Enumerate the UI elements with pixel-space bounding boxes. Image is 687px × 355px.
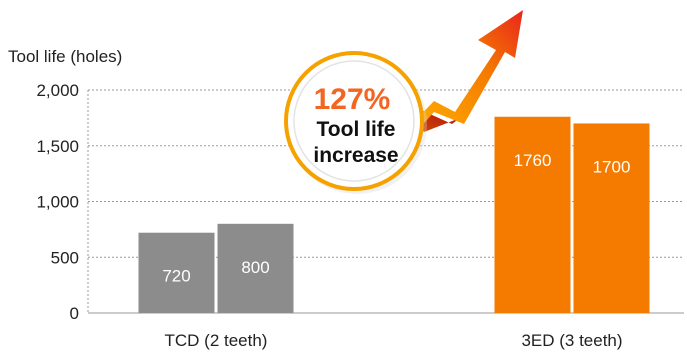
bar-value-label: 1700 xyxy=(593,157,631,176)
category-label: 3ED (3 teeth) xyxy=(521,331,622,350)
bar xyxy=(138,232,215,313)
y-tick-label: 500 xyxy=(51,248,79,267)
badge-line1: Tool life xyxy=(317,118,396,141)
bar-value-label: 800 xyxy=(241,258,269,277)
badge-line2: increase xyxy=(313,144,398,167)
category-labels: TCD (2 teeth) 3ED (3 teeth) xyxy=(165,331,623,350)
y-axis-label: Tool life (holes) xyxy=(8,47,122,66)
bar xyxy=(494,116,571,313)
badge-inner-ring xyxy=(293,60,415,182)
bar-value-label: 1760 xyxy=(514,151,552,170)
tool-life-increase-annotation: 127% Tool life increase xyxy=(284,10,523,194)
category-label: TCD (2 teeth) xyxy=(165,331,268,350)
bar xyxy=(573,123,650,313)
bar-value-label: 720 xyxy=(162,267,190,286)
bars: 720 800 1760 1700 xyxy=(138,116,650,313)
y-axis-ticks: 0 500 1,000 1,500 2,000 xyxy=(36,81,79,323)
badge-circle xyxy=(284,51,424,191)
badge-percent: 127% xyxy=(314,83,391,116)
y-tick-label: 2,000 xyxy=(36,81,79,100)
bar xyxy=(217,223,294,313)
y-tick-label: 0 xyxy=(70,304,79,323)
increase-arrow-icon xyxy=(404,10,523,132)
y-tick-label: 1,000 xyxy=(36,193,79,212)
y-tick-label: 1,500 xyxy=(36,137,79,156)
